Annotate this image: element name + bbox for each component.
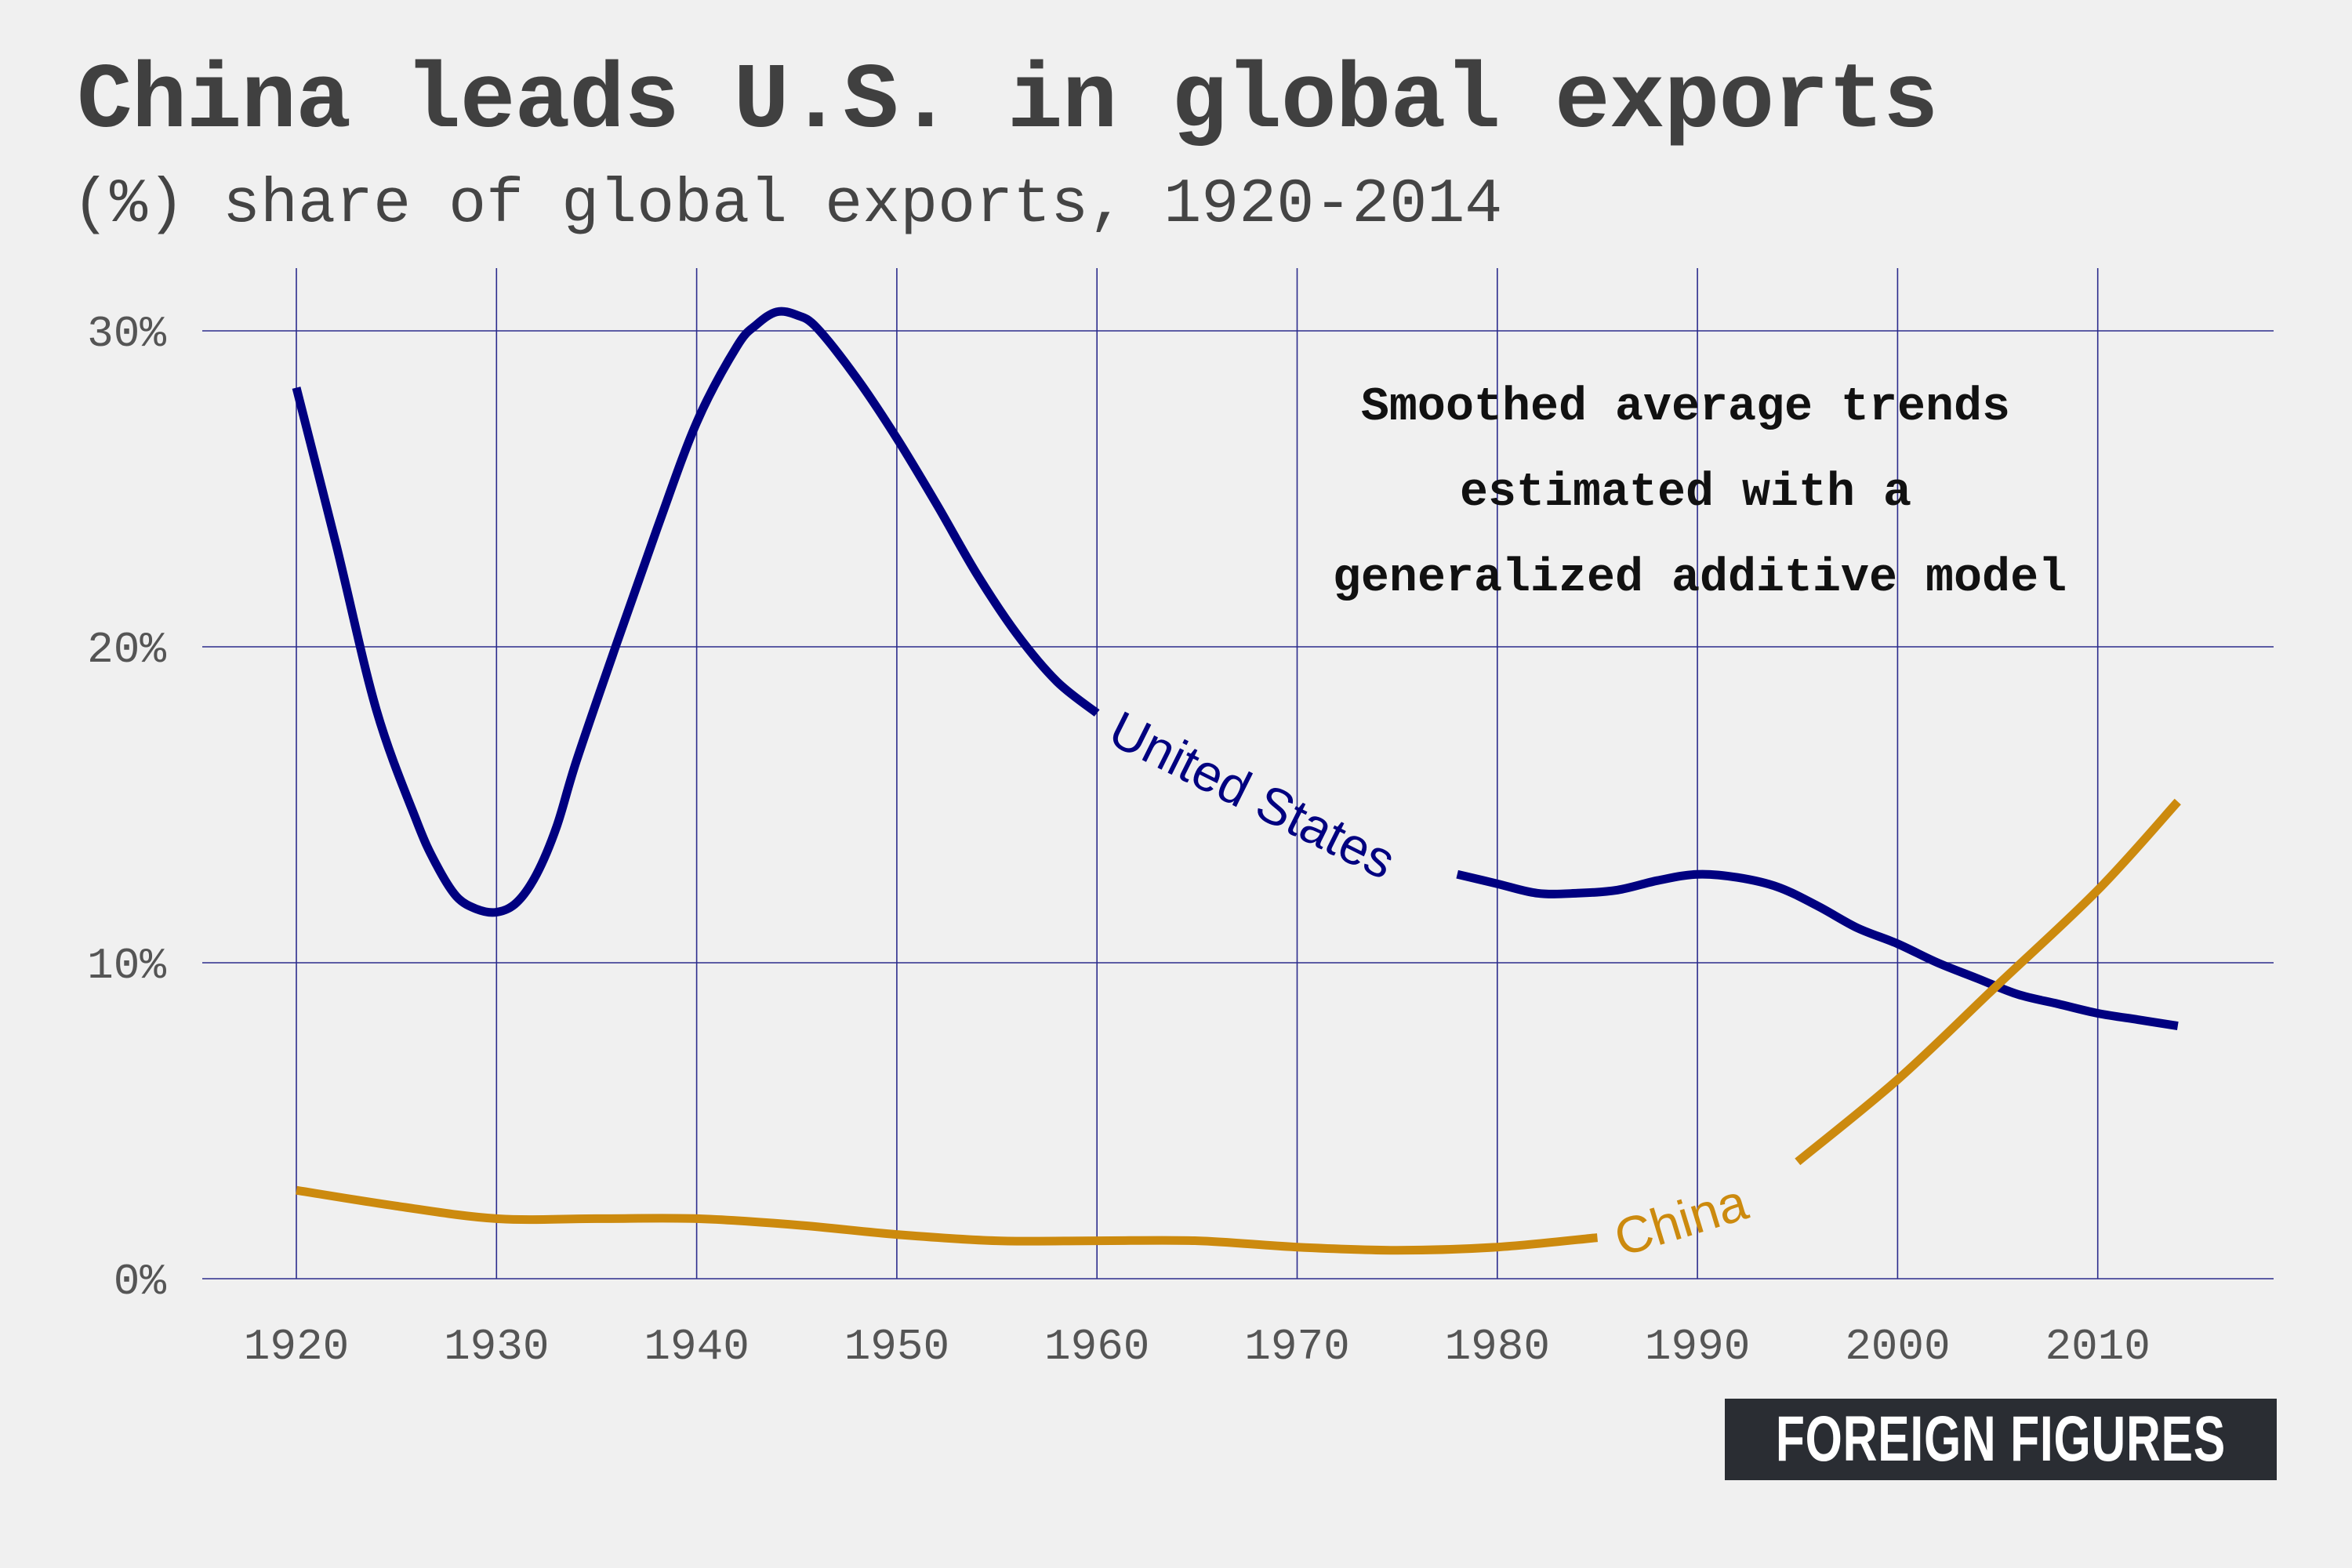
y-tick-label: 10% [87,941,166,991]
china-label: China [1607,1172,1754,1267]
china-line [1795,798,2181,1166]
annotation-line: generalized additive model [1333,552,2067,605]
y-tick-label: 0% [114,1257,167,1307]
united-states-label: United States [1101,699,1405,890]
x-tick-label: 1980 [1445,1322,1550,1372]
series-lines [292,307,2181,1255]
x-tick-label: 2000 [1845,1322,1950,1372]
x-tick-label: 1970 [1244,1322,1349,1372]
china-line [296,1185,1599,1255]
series-labels: United States China [1101,699,1755,1267]
united-states-line [1456,869,2179,1031]
y-tick-label: 30% [87,309,166,359]
chart-subtitle: (%) share of global exports, 1920-2014 [72,169,1503,241]
annotation-line: Smoothed average trends [1361,381,2010,434]
y-tick-label: 20% [87,625,166,675]
brand-logo-text: FOREIGN FIGURES [1775,1403,2227,1475]
x-tick-label: 1940 [644,1322,749,1372]
axis-tick-labels: 1920 1930 1940 1950 1960 1970 1980 1990 2000 2010… [87,309,2151,1372]
x-tick-label: 1930 [444,1322,549,1372]
model-annotation: Smoothed average trends estimated with a… [1333,381,2067,605]
x-tick-label: 1960 [1044,1322,1149,1372]
chart-title: China leads U.S. in global exports [77,50,1939,154]
united-states-line [292,307,1100,917]
x-tick-label: 1990 [1645,1322,1750,1372]
brand-logo: FOREIGN FIGURES [1725,1399,2277,1480]
x-tick-label: 1950 [844,1322,949,1372]
x-tick-label: 2010 [2045,1322,2150,1372]
annotation-line: estimated with a [1460,466,1911,520]
grid-lines [202,268,2274,1279]
x-tick-label: 1920 [244,1322,349,1372]
